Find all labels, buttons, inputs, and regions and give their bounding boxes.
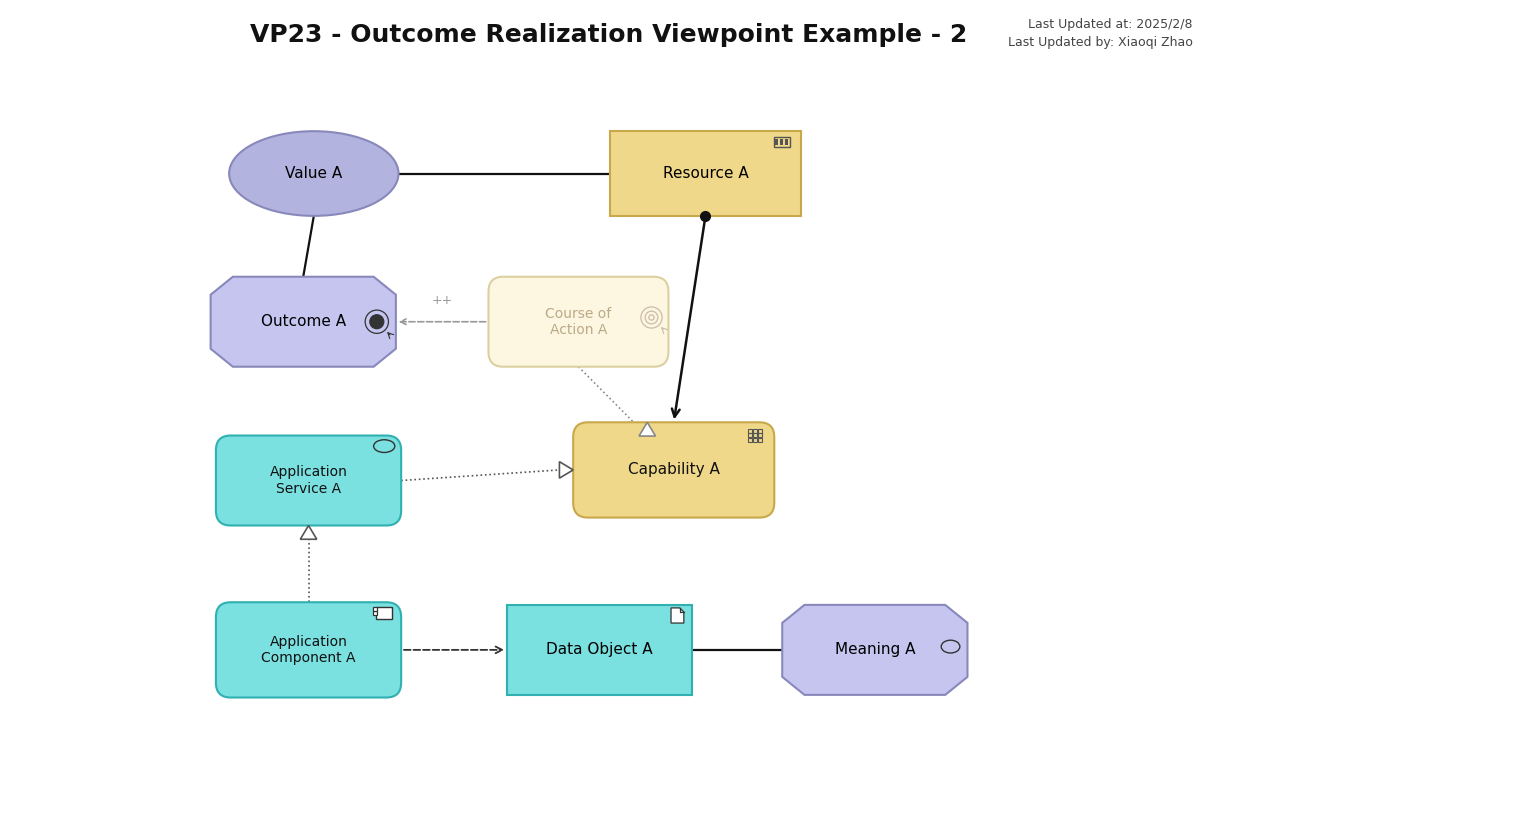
Text: Last Updated by: Xiaoqi Zhao: Last Updated by: Xiaoqi Zhao bbox=[1007, 36, 1192, 48]
Bar bbox=[749, 433, 752, 437]
Bar bbox=[758, 438, 761, 442]
Polygon shape bbox=[300, 525, 317, 540]
Bar bbox=[749, 438, 752, 442]
Bar bbox=[611, 131, 801, 216]
Bar bbox=[372, 607, 377, 610]
Bar bbox=[749, 429, 752, 433]
Polygon shape bbox=[638, 422, 655, 436]
Text: Course of
Action A: Course of Action A bbox=[546, 307, 612, 337]
Bar bbox=[784, 138, 787, 145]
Text: Last Updated at: 2025/2/8: Last Updated at: 2025/2/8 bbox=[1027, 18, 1192, 31]
Text: Resource A: Resource A bbox=[663, 166, 749, 181]
Text: Capability A: Capability A bbox=[628, 462, 720, 477]
Circle shape bbox=[369, 314, 384, 329]
Bar bbox=[754, 429, 757, 433]
Bar bbox=[377, 607, 392, 619]
Text: ++: ++ bbox=[432, 294, 452, 307]
Polygon shape bbox=[211, 277, 395, 367]
Bar bbox=[372, 611, 377, 615]
Text: Outcome A: Outcome A bbox=[260, 314, 346, 329]
FancyBboxPatch shape bbox=[574, 422, 774, 518]
Polygon shape bbox=[783, 605, 967, 695]
FancyBboxPatch shape bbox=[489, 277, 669, 367]
Bar bbox=[508, 605, 692, 695]
FancyBboxPatch shape bbox=[215, 435, 401, 525]
Bar bbox=[758, 433, 761, 437]
Text: Application
Component A: Application Component A bbox=[261, 635, 355, 665]
Ellipse shape bbox=[229, 131, 398, 216]
Polygon shape bbox=[671, 608, 684, 623]
Bar bbox=[774, 137, 791, 147]
Text: Meaning A: Meaning A bbox=[835, 642, 915, 657]
Text: VP23 - Outcome Realization Viewpoint Example - 2: VP23 - Outcome Realization Viewpoint Exa… bbox=[251, 23, 967, 47]
Bar bbox=[754, 438, 757, 442]
FancyBboxPatch shape bbox=[215, 602, 401, 697]
Bar bbox=[780, 138, 783, 145]
Bar bbox=[754, 433, 757, 437]
Text: Data Object A: Data Object A bbox=[546, 642, 654, 657]
Bar bbox=[775, 138, 778, 145]
Bar bbox=[758, 429, 761, 433]
Text: Value A: Value A bbox=[285, 166, 343, 181]
Polygon shape bbox=[560, 462, 574, 478]
Text: Application
Service A: Application Service A bbox=[269, 465, 348, 495]
